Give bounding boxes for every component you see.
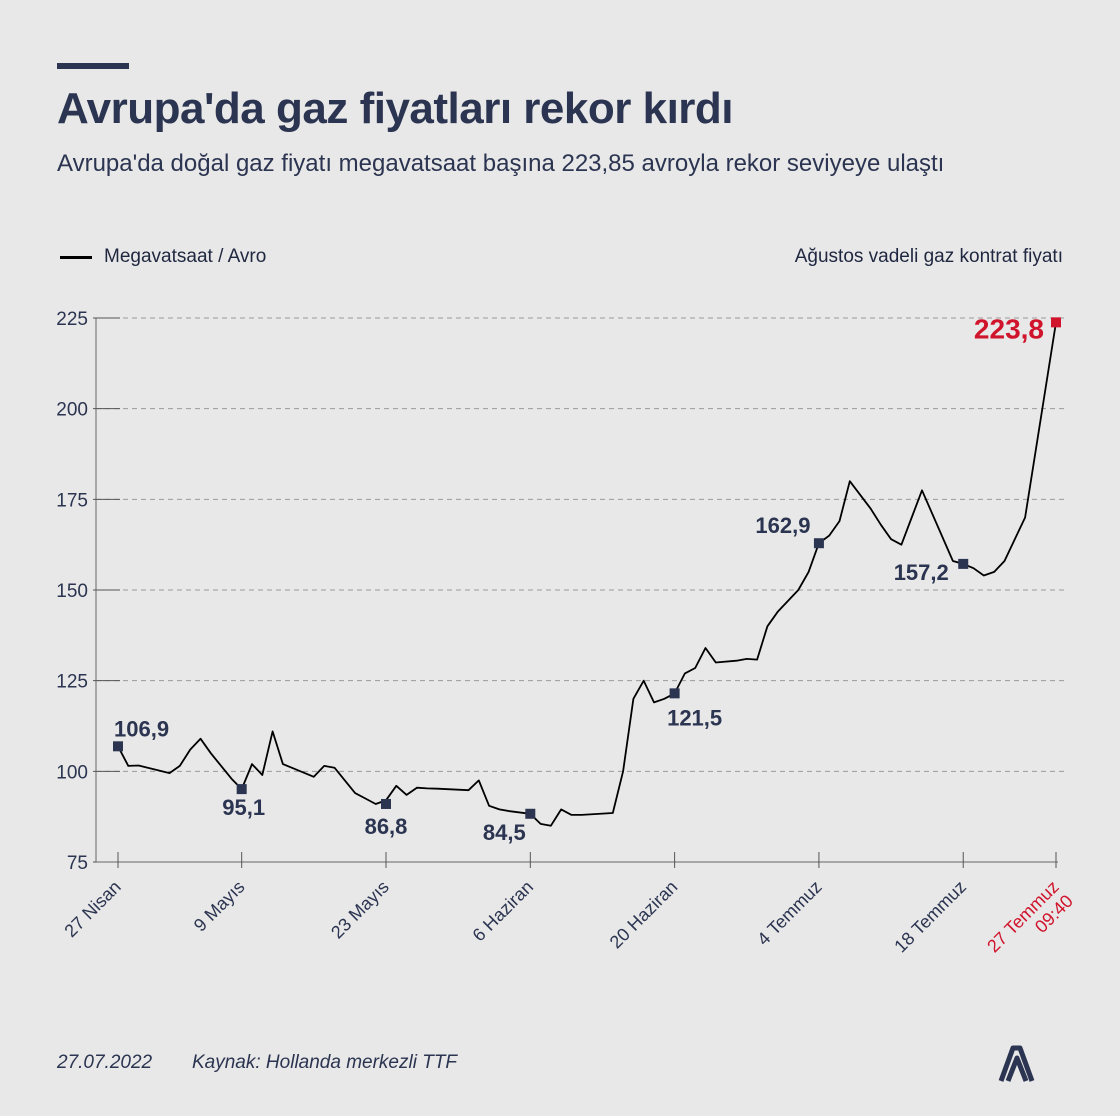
footer-date: 27.07.2022 [57,1052,153,1073]
y-tick-label-150: 150 [56,581,88,602]
x-tick-label-7: 27 Temmuz09:40 [983,877,1077,971]
chart-subtitle: Avrupa'da doğal gaz fiyatı megavatsaat b… [57,150,945,177]
data-label-6: 157,2 [894,560,949,585]
data-label-2: 86,8 [365,814,408,839]
y-tick-label-100: 100 [56,762,88,783]
data-point-marker-0 [113,741,123,752]
x-tick-label-line: 23 Mayıs [327,877,393,943]
footer-source: Kaynak: Hollanda merkezli TTF [192,1052,458,1073]
legend: Megavatsaat / Avro [60,246,266,268]
contract-note: Ağustos vadeli gaz kontrat fiyatı [794,246,1063,267]
y-tick-label-175: 175 [56,490,88,511]
data-point-marker-1 [236,784,247,795]
data-label-5: 162,9 [755,513,810,538]
x-tick-label-1: 9 Mayıs [190,877,249,936]
aa-logo-icon [998,1045,1035,1082]
legend-line-swatch [60,255,92,259]
x-tick-label-0: 27 Nisan [60,877,124,941]
data-label-1: 95,1 [222,795,265,820]
price-series-line [117,322,1057,827]
x-tick-label-line: 27 Nisan [60,877,124,941]
data-point-marker-2 [381,798,391,809]
x-tick-label-4: 20 Haziran [606,877,682,953]
y-tick-label-125: 125 [56,672,88,693]
x-tick-label-3: 6 Haziran [469,877,538,946]
x-tick-label-5: 4 Temmuz [753,877,826,950]
y-tick-label-200: 200 [56,400,88,421]
x-tick-label-line: 18 Temmuz [890,877,970,957]
x-tick-label-6: 18 Temmuz [890,877,970,957]
y-tick-label-75: 75 [67,853,88,874]
data-point-marker-7 [1051,317,1061,328]
x-tick-label-line: 9 Mayıs [190,877,249,936]
data-label-7: 223,8 [974,313,1044,344]
x-tick-label-line: 6 Haziran [469,877,538,946]
x-tick-label-line: 4 Temmuz [753,877,826,950]
data-point-marker-4 [669,688,680,699]
data-label-3: 84,5 [483,820,526,845]
title-accent-bar [57,63,129,69]
data-point-marker-3 [525,808,536,819]
data-label-0: 106,9 [114,716,169,741]
data-label-4: 121,5 [667,705,722,730]
x-tick-label-2: 23 Mayıs [327,877,393,943]
data-point-marker-5 [813,538,824,549]
data-point-marker-6 [958,558,969,569]
y-tick-label-225: 225 [56,309,88,330]
chart-title: Avrupa'da gaz fiyatları rekor kırdı [57,84,734,133]
x-tick-label-line: 20 Haziran [606,877,682,953]
legend-label: Megavatsaat / Avro [104,246,267,267]
